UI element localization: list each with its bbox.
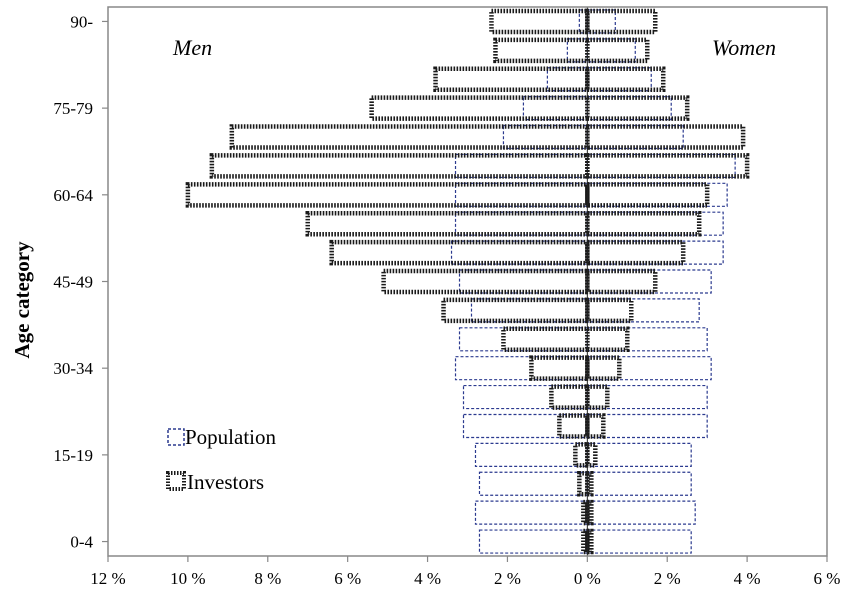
population-bar-women xyxy=(586,67,652,92)
population-bar-men xyxy=(454,182,588,207)
population-bar-women xyxy=(586,153,736,179)
population-bar-men xyxy=(578,9,588,34)
population-bar-men xyxy=(450,240,588,265)
legend-investors-swatch xyxy=(166,471,186,491)
population-bar-women xyxy=(586,327,708,352)
population-bar-women xyxy=(586,529,692,554)
population-bar-men xyxy=(458,269,588,294)
population-bar-women xyxy=(586,471,692,496)
legend-investors-label: Investors xyxy=(187,470,264,494)
population-bar-men xyxy=(462,413,588,439)
investor-bar-men xyxy=(581,528,590,555)
population-bar-men xyxy=(470,298,588,323)
x-tick-label: 6 % xyxy=(814,569,841,588)
population-bar-women xyxy=(586,9,616,34)
investor-bar-men xyxy=(489,8,590,35)
y-tick-label: 45-49 xyxy=(53,273,93,292)
population-bar-men xyxy=(566,38,588,63)
population-bar-women xyxy=(586,124,684,150)
population-bar-women xyxy=(586,240,724,265)
investor-bar-women xyxy=(585,268,658,295)
y-tick-label: 90- xyxy=(70,12,93,31)
x-tick-label: 12 % xyxy=(90,569,125,588)
legend: Population Investors xyxy=(166,425,277,494)
investor-bar-men xyxy=(581,499,590,526)
population-bar-men xyxy=(462,384,588,410)
investor-bar-men xyxy=(557,413,590,439)
x-tick-label: 4 % xyxy=(734,569,761,588)
population-bar-men xyxy=(474,442,588,467)
investor-bar-women xyxy=(585,355,622,381)
population-bar-women xyxy=(586,96,672,121)
population-bar-men xyxy=(502,124,588,150)
men-annotation: Men xyxy=(172,35,212,60)
x-tick-label: 6 % xyxy=(334,569,361,588)
women-annotation: Women xyxy=(712,35,776,60)
population-bar-men xyxy=(454,211,588,236)
population-bar-men xyxy=(474,500,588,525)
population-bar-women xyxy=(586,413,708,439)
investor-bar-women xyxy=(585,8,658,35)
investor-bar-women xyxy=(585,442,598,468)
legend-population-swatch xyxy=(167,428,185,446)
population-bar-men xyxy=(522,96,588,121)
population-bar-women xyxy=(586,298,700,323)
x-tick-label: 0 % xyxy=(574,569,601,588)
population-bar-men xyxy=(454,153,588,179)
y-axis-ticks: 0-4 15-19 30-34 45-49 60-64 75-79 90- xyxy=(53,12,108,552)
population-bar-women xyxy=(586,500,696,525)
x-tick-label: 2 % xyxy=(494,569,521,588)
population-bar-women xyxy=(586,384,708,410)
legend-population-label: Population xyxy=(185,425,277,449)
y-tick-label: 15-19 xyxy=(53,446,93,465)
investor-bar-women xyxy=(585,297,634,324)
population-bar-women xyxy=(586,269,712,294)
y-tick-label: 30-34 xyxy=(53,359,93,378)
x-axis-ticks: 12 % 10 % 8 % 6 % 4 % 2 % 0 % 2 % 4 % 6 % xyxy=(90,556,840,588)
population-bar-men xyxy=(458,327,588,352)
population-bar-women xyxy=(586,356,712,381)
population-bar-women xyxy=(586,211,724,236)
population-bar-women xyxy=(586,442,692,467)
population-bars xyxy=(450,9,736,554)
y-tick-label: 60-64 xyxy=(53,186,93,205)
population-bar-men xyxy=(454,356,588,381)
x-tick-label: 2 % xyxy=(654,569,681,588)
y-axis-label: Age category xyxy=(10,241,34,359)
y-tick-label: 75-79 xyxy=(53,99,93,118)
population-bar-men xyxy=(478,471,588,496)
y-tick-label: 0-4 xyxy=(70,533,93,552)
x-tick-label: 4 % xyxy=(414,569,441,588)
population-bar-women xyxy=(586,38,636,63)
x-tick-label: 10 % xyxy=(170,569,205,588)
population-bar-men xyxy=(546,67,588,92)
population-bar-women xyxy=(586,182,728,207)
x-tick-label: 8 % xyxy=(254,569,281,588)
population-bar-men xyxy=(478,529,588,554)
investor-bar-women xyxy=(585,384,610,410)
